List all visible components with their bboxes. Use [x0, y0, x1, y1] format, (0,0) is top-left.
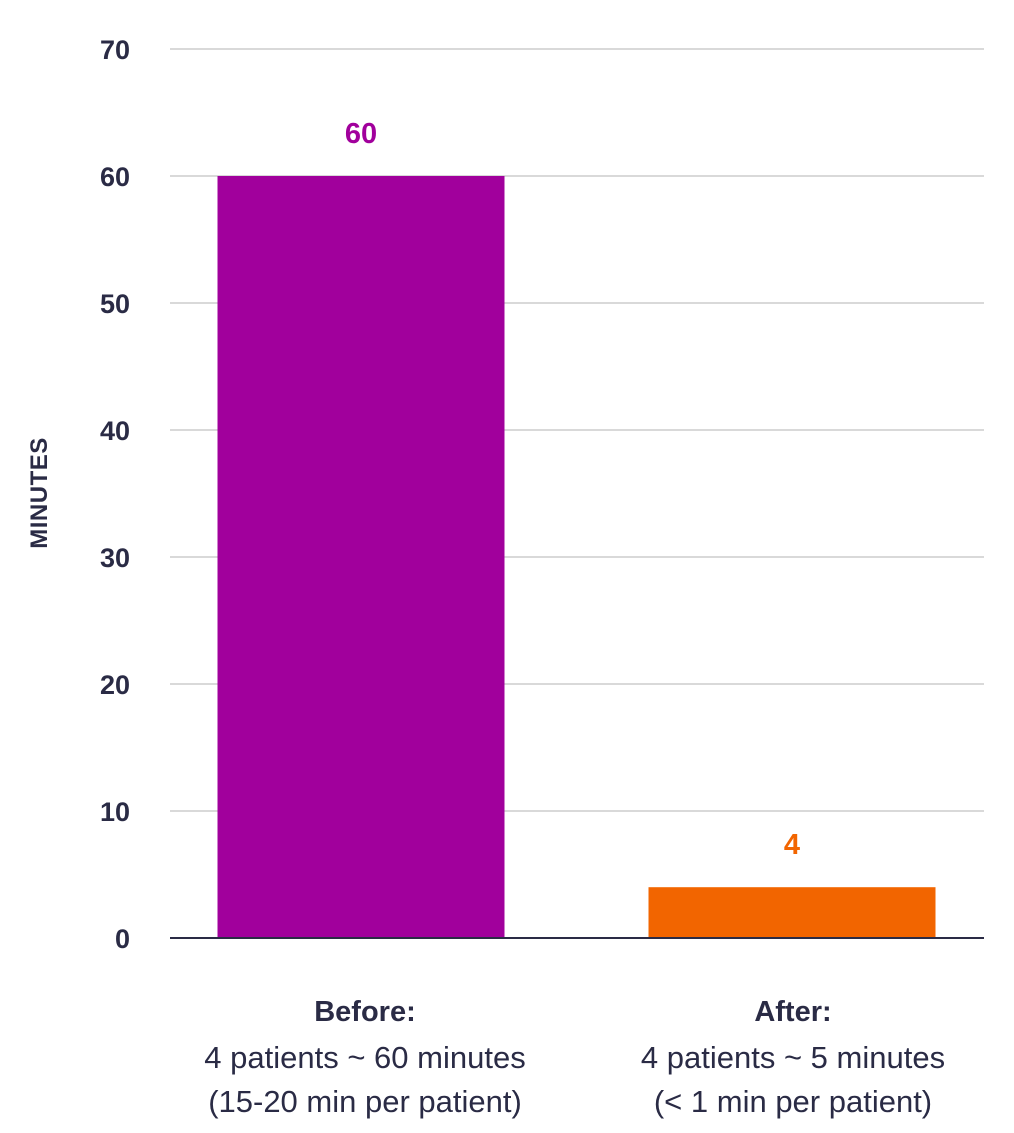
- bar: [648, 887, 936, 938]
- y-tick-label: 0: [115, 924, 130, 954]
- bar: [217, 176, 505, 938]
- category-line: 4 patients ~ 60 minutes: [204, 1040, 526, 1075]
- y-tick-label: 70: [100, 35, 130, 65]
- category-line: (15-20 min per patient): [208, 1084, 522, 1119]
- y-tick-label: 20: [100, 670, 130, 700]
- category-title: Before:: [314, 996, 416, 1028]
- y-tick-label: 60: [100, 162, 130, 192]
- category-line: (< 1 min per patient): [653, 1084, 933, 1119]
- y-tick-label: 50: [100, 289, 130, 319]
- y-tick-label: 40: [100, 416, 130, 446]
- data-label: 60: [345, 118, 377, 150]
- category-title: After:: [754, 996, 832, 1028]
- y-tick-label: 10: [100, 797, 130, 827]
- y-axis-ticks: 0 10 20 30 40 50 60 70: [100, 35, 130, 954]
- y-tick-label: 30: [100, 543, 130, 573]
- bars: 60 4: [217, 118, 936, 938]
- data-label: 4: [784, 829, 800, 861]
- category-before: Before: 4 patients ~ 60 minutes (15-20 m…: [155, 992, 575, 1124]
- category-line: 4 patients ~ 5 minutes: [640, 1040, 946, 1075]
- category-after: After: 4 patients ~ 5 minutes (< 1 min p…: [583, 992, 1003, 1124]
- y-axis-label: MINUTES: [26, 437, 53, 549]
